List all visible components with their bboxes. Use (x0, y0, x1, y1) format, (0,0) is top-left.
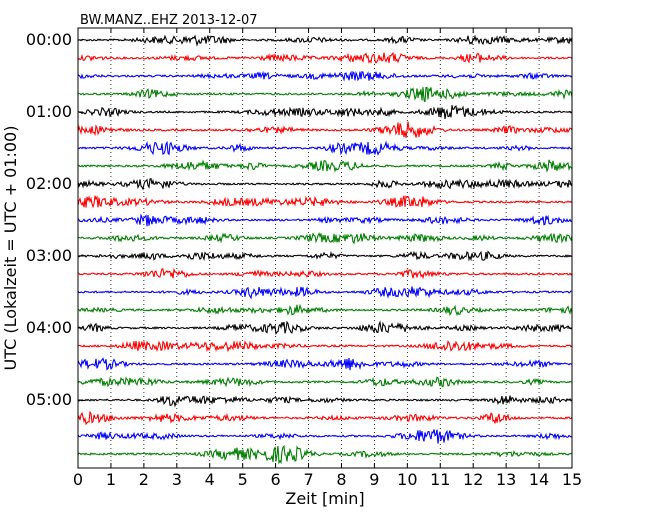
trace-5 (77, 121, 573, 138)
trace-1 (77, 51, 573, 64)
seismic-traces (77, 34, 573, 465)
x-tick-label-13: 13 (496, 470, 516, 489)
trace-16 (77, 320, 573, 336)
trace-8 (77, 177, 573, 191)
x-tick-label-10: 10 (397, 470, 417, 489)
y-tick-label-1: 01:00 (26, 102, 72, 121)
trace-9 (77, 195, 573, 209)
trace-19 (77, 376, 573, 388)
vertical-grid (110, 28, 540, 468)
plot-frame (77, 27, 573, 469)
x-tick-label-6: 6 (271, 470, 281, 489)
x-tick-label-7: 7 (303, 470, 313, 489)
x-tick-label-8: 8 (336, 470, 346, 489)
x-tick-label-4: 4 (205, 470, 215, 489)
x-tick-label-2: 2 (139, 470, 149, 489)
y-tick-label-5: 05:00 (26, 390, 72, 409)
trace-17 (77, 340, 573, 353)
x-tick-label-3: 3 (172, 470, 182, 489)
y-axis-label: UTC (Lokalzeit = UTC + 01:00) (1, 126, 20, 371)
x-tick-label-5: 5 (238, 470, 248, 489)
trace-11 (77, 231, 573, 245)
x-tick-label-11: 11 (430, 470, 450, 489)
x-tick-label-1: 1 (106, 470, 116, 489)
trace-21 (77, 410, 573, 426)
y-axis-ticks: 00:00 01:00 02:00 03:00 04:00 05:00 (26, 30, 572, 409)
trace-12 (77, 250, 573, 262)
x-tick-label-9: 9 (369, 470, 379, 489)
trace-18 (77, 357, 573, 371)
y-tick-label-4: 04:00 (26, 318, 72, 337)
x-tick-label-14: 14 (529, 470, 549, 489)
x-axis-ticks: 0 1 2 3 4 5 6 7 8 9 10 11 12 13 14 15 (73, 28, 582, 489)
x-tick-label-0: 0 (73, 470, 83, 489)
trace-2 (77, 70, 573, 82)
trace-20 (77, 395, 573, 408)
trace-7 (77, 159, 573, 173)
x-tick-label-15: 15 (562, 470, 582, 489)
trace-3 (77, 86, 573, 103)
trace-22 (77, 429, 573, 444)
y-tick-label-3: 03:00 (26, 246, 72, 265)
trace-6 (77, 140, 573, 156)
trace-0 (77, 34, 573, 47)
trace-15 (77, 303, 573, 317)
trace-13 (77, 267, 573, 280)
x-tick-label-12: 12 (463, 470, 483, 489)
x-axis-label: Zeit [min] (285, 489, 364, 508)
trace-14 (77, 286, 573, 300)
trace-23 (77, 444, 573, 465)
y-tick-label-2: 02:00 (26, 174, 72, 193)
trace-10 (77, 213, 573, 227)
trace-4 (77, 105, 573, 120)
chart-title: BW.MANZ..EHZ 2013-12-07 (80, 13, 258, 28)
y-tick-label-0: 00:00 (26, 30, 72, 49)
